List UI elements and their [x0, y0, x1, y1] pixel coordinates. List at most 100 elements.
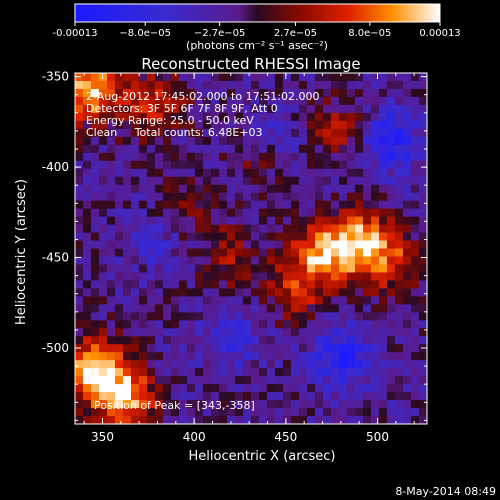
heatmap-cell — [83, 384, 92, 393]
heatmap-cell — [299, 320, 308, 329]
heatmap-cell — [299, 288, 308, 297]
heatmap-cell — [347, 304, 356, 313]
heatmap-cell — [411, 256, 420, 266]
heatmap-cell — [251, 96, 260, 106]
heatmap-cell — [411, 328, 420, 337]
heatmap-cell — [347, 144, 356, 154]
heatmap-cell — [155, 312, 164, 321]
heatmap-cell — [107, 248, 116, 258]
heatmap-cell — [187, 144, 196, 154]
heatmap-cell — [387, 120, 396, 130]
heatmap-cell — [139, 392, 148, 401]
heatmap-cell — [347, 328, 356, 337]
heatmap-cell — [115, 256, 124, 266]
heatmap-cell — [387, 144, 396, 154]
heatmap-cell — [371, 136, 380, 146]
heatmap-cell — [155, 176, 164, 186]
heatmap-cell — [75, 168, 84, 178]
heatmap-cell — [243, 80, 252, 90]
heatmap-cell — [363, 288, 372, 297]
heatmap-cell — [163, 240, 172, 250]
heatmap-cell — [203, 200, 212, 210]
heatmap-cell — [123, 360, 132, 369]
heatmap-cell — [403, 208, 412, 218]
heatmap-cell — [211, 312, 220, 321]
heatmap-cell — [235, 296, 244, 305]
heatmap-cell — [323, 320, 332, 329]
heatmap-cell — [83, 104, 92, 114]
heatmap-cell — [123, 376, 132, 385]
heatmap-cell — [171, 344, 180, 353]
heatmap-cell — [403, 160, 412, 170]
heatmap-cell — [315, 280, 324, 289]
heatmap-cell — [299, 176, 308, 186]
heatmap-cell — [379, 352, 388, 361]
heatmap-cell — [299, 280, 308, 289]
heatmap-cell — [251, 160, 260, 170]
heatmap-cell — [323, 112, 332, 122]
heatmap-cell — [363, 344, 372, 353]
heatmap-cell — [363, 240, 372, 250]
heatmap-cell — [299, 144, 308, 154]
heatmap-cell — [355, 104, 364, 114]
heatmap-cell — [339, 328, 348, 337]
heatmap-cell — [299, 73, 308, 82]
heatmap-cell — [363, 256, 372, 266]
heatmap-cell — [347, 200, 356, 210]
heatmap-cell — [395, 152, 404, 162]
heatmap-cell — [283, 240, 292, 250]
heatmap-cell — [323, 96, 332, 106]
heatmap-cell — [123, 128, 132, 138]
heatmap-cell — [91, 144, 100, 154]
heatmap-cell — [387, 352, 396, 361]
heatmap-cell — [283, 400, 292, 409]
heatmap-cell — [163, 200, 172, 210]
heatmap-cell — [139, 328, 148, 337]
heatmap-cell — [291, 96, 300, 106]
heatmap-cell — [355, 296, 364, 305]
heatmap-cell — [419, 352, 428, 361]
heatmap-cell — [163, 408, 172, 417]
heatmap-cell — [147, 336, 156, 345]
heatmap-cell — [243, 352, 252, 361]
heatmap-cell — [387, 272, 396, 282]
heatmap-cell — [371, 408, 380, 417]
heatmap-cell — [203, 120, 212, 130]
heatmap-cell — [91, 320, 100, 329]
heatmap-cell — [403, 320, 412, 329]
heatmap-cell — [195, 376, 204, 385]
heatmap-cell — [267, 384, 276, 393]
heatmap-cell — [267, 256, 276, 266]
heatmap-cell — [219, 120, 228, 130]
heatmap-cell — [139, 160, 148, 170]
heatmap-cell — [139, 256, 148, 266]
colorbar-ticks — [74, 22, 441, 26]
heatmap-cell — [251, 104, 260, 114]
heatmap-cell — [235, 328, 244, 337]
heatmap-cell — [115, 344, 124, 353]
heatmap-cell — [243, 152, 252, 162]
heatmap-cell — [275, 192, 284, 202]
heatmap-cell — [251, 168, 260, 178]
heatmap-cell — [107, 80, 116, 90]
heatmap-cell — [195, 176, 204, 186]
heatmap-cell — [411, 112, 420, 122]
heatmap-cell — [275, 376, 284, 385]
heatmap-cell — [379, 392, 388, 401]
annotation-detectors: Detectors: 3F 5F 6F 7F 8F 9F, Att 0 — [86, 102, 278, 115]
heatmap-cell — [243, 400, 252, 409]
heatmap-cell — [123, 256, 132, 266]
heatmap-cell — [339, 312, 348, 321]
heatmap-cell — [211, 408, 220, 417]
heatmap-cell — [227, 320, 236, 329]
heatmap-cell — [371, 184, 380, 194]
heatmap-cell — [179, 104, 188, 114]
heatmap-cell — [243, 336, 252, 345]
heatmap-cell — [115, 200, 124, 210]
heatmap-cell — [339, 344, 348, 353]
heatmap-cell — [291, 416, 300, 425]
heatmap-cell — [259, 176, 268, 186]
heatmap-cell — [275, 216, 284, 226]
heatmap-cell — [211, 144, 220, 154]
heatmap-cell — [355, 224, 364, 234]
